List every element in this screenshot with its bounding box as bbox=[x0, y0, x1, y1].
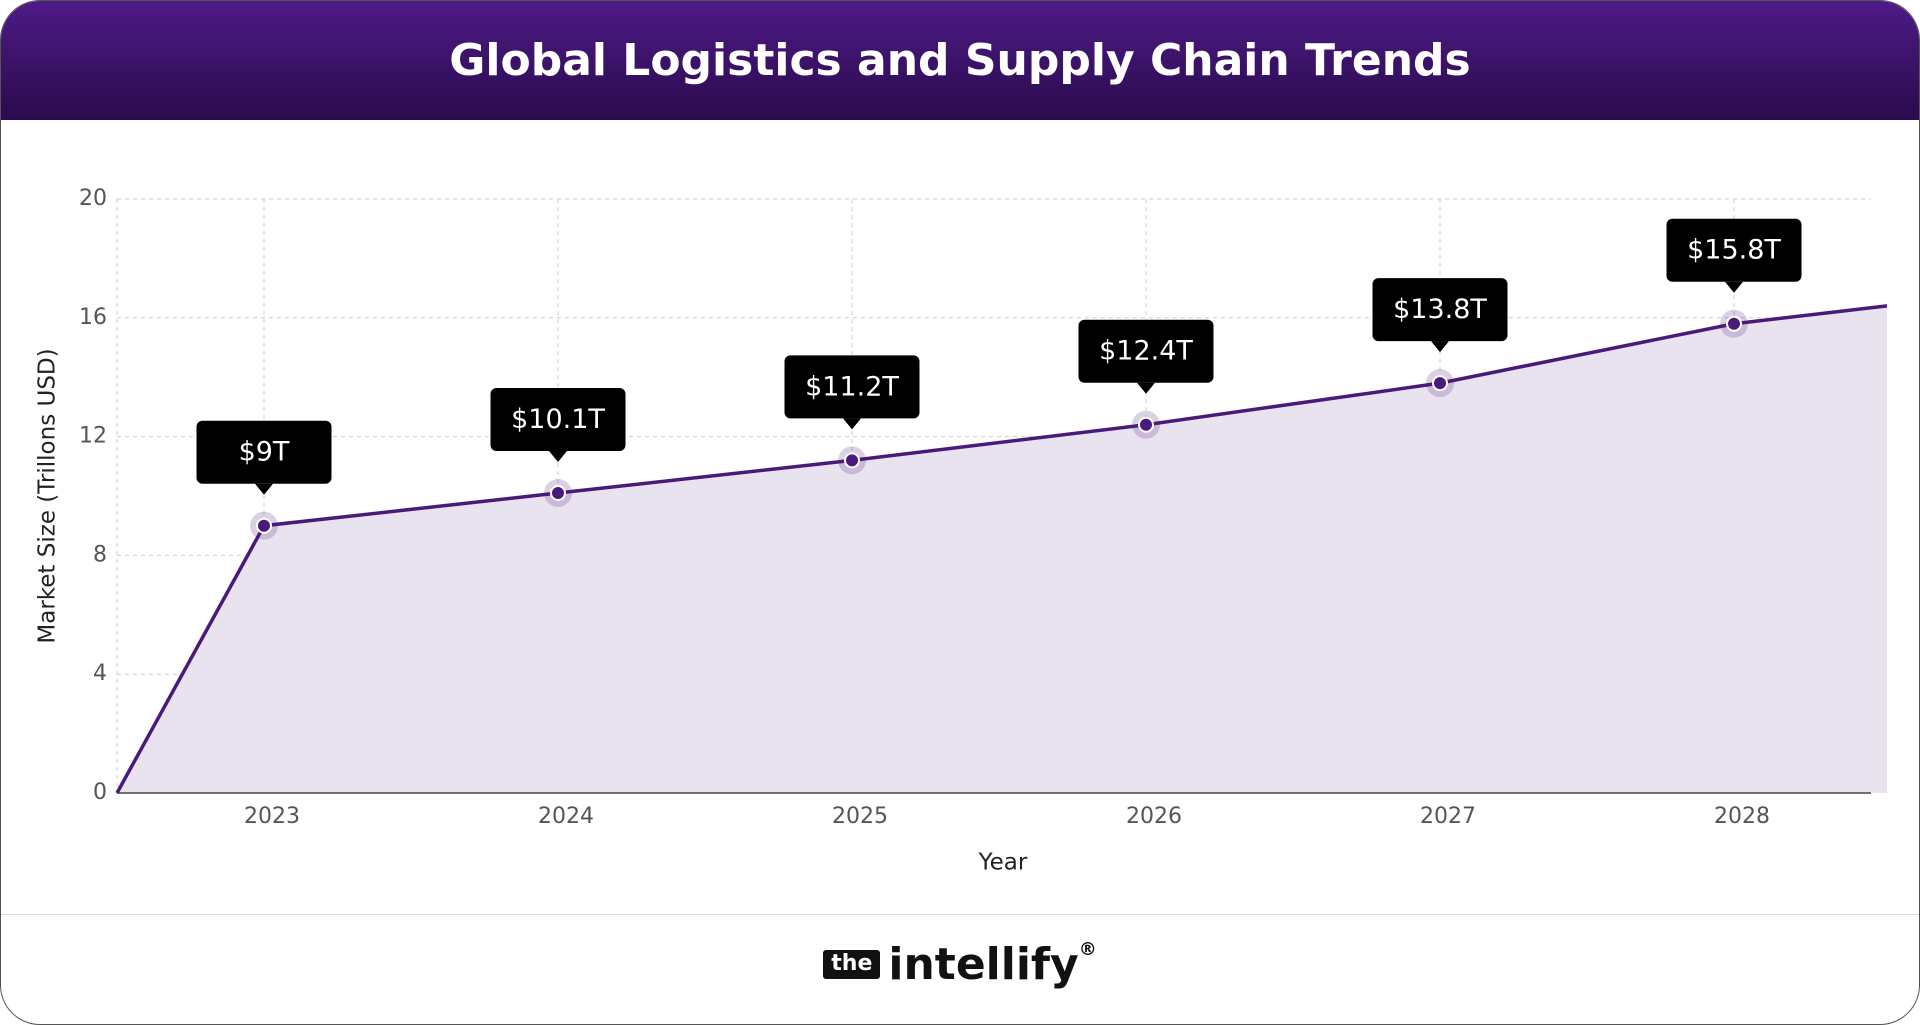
tooltip-arrow bbox=[843, 418, 861, 430]
x-tick-label: 2025 bbox=[832, 804, 888, 829]
title: Global Logistics and Supply Chain Trends bbox=[449, 35, 1471, 86]
line bbox=[115, 304, 1888, 794]
data-label: $10.1T bbox=[511, 404, 605, 435]
y-tick-label: 8 bbox=[93, 542, 107, 567]
data-label: $13.8T bbox=[1393, 294, 1487, 325]
header: Global Logistics and Supply Chain Trends bbox=[1, 1, 1919, 120]
tooltip-arrow bbox=[1725, 281, 1743, 293]
logo-tag: the bbox=[823, 950, 881, 979]
y-tick-label: 4 bbox=[93, 661, 107, 686]
y-tick-label: 12 bbox=[79, 424, 107, 449]
point bbox=[1432, 375, 1448, 392]
tooltip-box bbox=[784, 355, 920, 419]
x-tick-label: 2028 bbox=[1714, 804, 1770, 829]
x-tick-label: 2027 bbox=[1420, 804, 1476, 829]
data-label: $15.8T bbox=[1687, 235, 1781, 266]
y-tick-label: 16 bbox=[79, 305, 107, 330]
tooltip-box bbox=[490, 388, 626, 452]
point bbox=[256, 517, 272, 534]
tooltip-box bbox=[196, 420, 332, 484]
divider bbox=[1, 914, 1919, 915]
x-tick-label: 2026 bbox=[1126, 804, 1182, 829]
point bbox=[1138, 416, 1154, 433]
point bbox=[550, 485, 566, 502]
x-axis-label: Year bbox=[978, 850, 1028, 876]
y-tick-label: 20 bbox=[79, 186, 107, 211]
point bbox=[844, 452, 860, 469]
tooltip-box bbox=[1666, 218, 1802, 282]
x-tick-label: 2024 bbox=[538, 804, 594, 829]
point bbox=[1726, 315, 1742, 332]
logo: the intellify® bbox=[1, 939, 1919, 990]
data-label: $12.4T bbox=[1099, 336, 1193, 367]
tooltip-arrow bbox=[255, 483, 273, 495]
chart: 0 4 8 12 16 20 Year Market Size (Trillons USD) 2… bbox=[35, 186, 1888, 876]
y-tick-label: 0 bbox=[93, 780, 107, 805]
y-axis-label: Market Size (Trillons USD) bbox=[35, 348, 61, 643]
area bbox=[117, 305, 1887, 793]
data-label: $9T bbox=[239, 437, 290, 468]
tooltip-box bbox=[1372, 278, 1508, 342]
tooltip-arrow bbox=[549, 451, 567, 463]
tooltip-box bbox=[1078, 319, 1214, 383]
tooltip-arrow bbox=[1137, 382, 1155, 394]
data-label: $11.2T bbox=[805, 371, 899, 402]
x-tick-label: 2023 bbox=[244, 804, 300, 829]
logo-text: intellify bbox=[888, 939, 1079, 990]
logo-mark: ® bbox=[1078, 939, 1097, 960]
logo-name: intellify® bbox=[888, 939, 1096, 990]
tooltip-arrow bbox=[1431, 341, 1449, 353]
